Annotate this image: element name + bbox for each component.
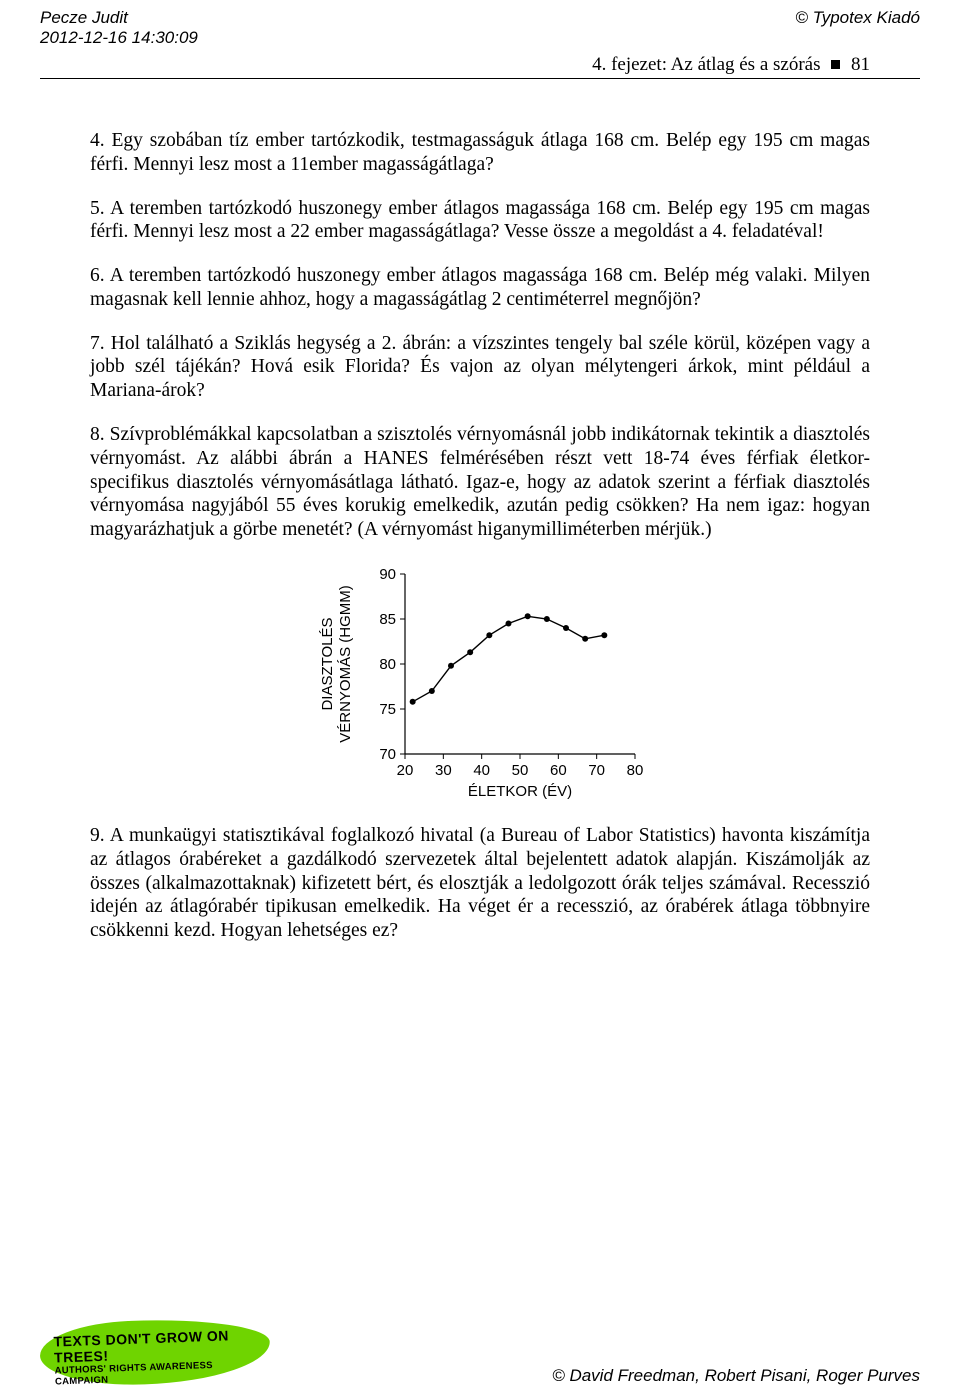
content-body: 4. Egy szobában tíz ember tartózkodik, t… bbox=[0, 79, 960, 943]
paragraph-5: 5. A teremben tartózkodó huszonegy ember… bbox=[90, 197, 870, 245]
svg-text:80: 80 bbox=[627, 762, 644, 779]
svg-text:20: 20 bbox=[397, 762, 414, 779]
svg-text:85: 85 bbox=[379, 611, 396, 628]
chapter-heading: 4. fejezet: Az átlag és a szórás 81 bbox=[0, 48, 960, 76]
paragraph-6: 6. A teremben tartózkodó huszonegy ember… bbox=[90, 264, 870, 312]
campaign-badge: TEXTS DON'T GROW ON TREES! AUTHORS' RIGH… bbox=[39, 1316, 271, 1388]
header-left: Pecze Judit 2012-12-16 14:30:09 bbox=[40, 8, 198, 48]
chapter-text: 4. fejezet: Az átlag és a szórás bbox=[592, 54, 820, 75]
footer-credits: © David Freedman, Robert Pisani, Roger P… bbox=[552, 1366, 920, 1386]
blood-pressure-chart: 70 75 80 85 90 20 30 40 50 60 70 80 ÉLETKOR (ÉV) DIAS… bbox=[310, 562, 650, 802]
page-header: Pecze Judit 2012-12-16 14:30:09 © Typote… bbox=[0, 0, 960, 48]
svg-text:60: 60 bbox=[550, 762, 567, 779]
svg-text:30: 30 bbox=[435, 762, 452, 779]
header-right: © Typotex Kiadó bbox=[795, 8, 920, 48]
svg-text:VÉRNYOMÁS (HGMM): VÉRNYOMÁS (HGMM) bbox=[337, 585, 354, 743]
square-icon bbox=[831, 60, 840, 69]
chart-container: 70 75 80 85 90 20 30 40 50 60 70 80 ÉLETKOR (ÉV) DIAS… bbox=[90, 562, 870, 802]
paragraph-7: 7. Hol található a Sziklás hegység a 2. … bbox=[90, 332, 870, 403]
svg-text:DIASZTOLÉS: DIASZTOLÉS bbox=[319, 617, 336, 710]
svg-text:50: 50 bbox=[512, 762, 529, 779]
svg-text:80: 80 bbox=[379, 656, 396, 673]
svg-text:70: 70 bbox=[588, 762, 605, 779]
svg-text:70: 70 bbox=[379, 746, 396, 763]
svg-text:40: 40 bbox=[473, 762, 490, 779]
svg-text:ÉLETKOR (ÉV): ÉLETKOR (ÉV) bbox=[468, 783, 572, 800]
svg-text:75: 75 bbox=[379, 701, 396, 718]
page-number: 81 bbox=[851, 54, 870, 75]
paragraph-8: 8. Szívproblémákkal kapcsolatban a szisz… bbox=[90, 423, 870, 542]
svg-text:90: 90 bbox=[379, 566, 396, 583]
paragraph-4: 4. Egy szobában tíz ember tartózkodik, t… bbox=[90, 129, 870, 177]
header-publisher: © Typotex Kiadó bbox=[795, 8, 920, 28]
paragraph-9: 9. A munkaügyi statisztikával foglalkozó… bbox=[90, 824, 870, 943]
header-author: Pecze Judit bbox=[40, 8, 198, 28]
header-timestamp: 2012-12-16 14:30:09 bbox=[40, 28, 198, 48]
